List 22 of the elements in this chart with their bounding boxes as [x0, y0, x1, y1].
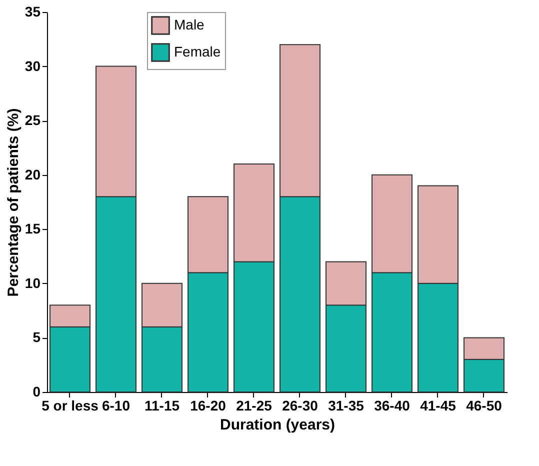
x-tick-label: 11-15: [144, 398, 180, 414]
y-axis-title: Percentage of patients (%): [4, 108, 22, 297]
x-axis-title: Duration (years): [220, 416, 336, 434]
y-tick-label: 5: [32, 329, 41, 346]
y-tick-label: 30: [24, 58, 41, 74]
x-tick-label: 5 or less: [42, 398, 99, 414]
x-tick-label: 31-35: [328, 398, 364, 414]
x-tick-label: 16-20: [190, 398, 226, 414]
y-tick-label: 25: [24, 112, 41, 128]
y-tick-label: 15: [24, 220, 41, 237]
y-tick-label: 0: [32, 384, 41, 400]
x-tick-label: 26-30: [282, 398, 318, 414]
x-tick-label: 41-45: [420, 398, 456, 414]
y-tick-label: 10: [24, 274, 41, 291]
x-tick-label: 6-10: [102, 398, 130, 414]
y-tick-label: 20: [24, 166, 41, 182]
x-tick-label: 46-50: [466, 398, 502, 414]
legend-label: Female: [174, 44, 221, 60]
x-tick-label: 36-40: [374, 398, 410, 414]
x-tick-label: 21-25: [236, 398, 272, 414]
y-tick-label: 35: [24, 4, 41, 20]
legend-label: Male: [174, 16, 205, 32]
